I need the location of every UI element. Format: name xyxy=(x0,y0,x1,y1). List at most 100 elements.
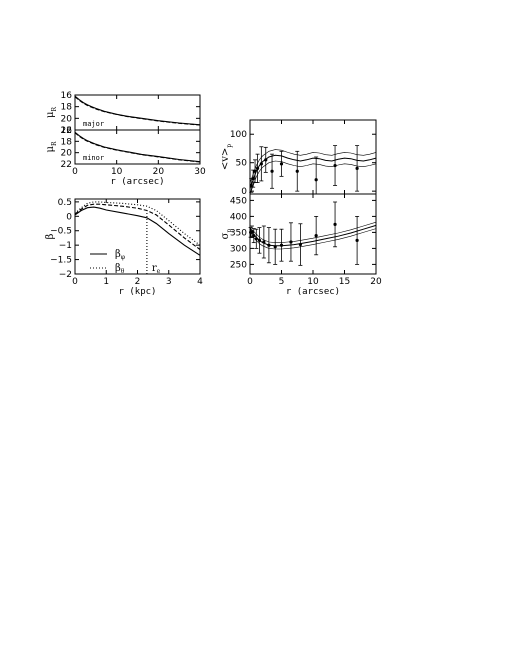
sigma_p-marker xyxy=(254,237,258,241)
mu_major-ytick-label: 16 xyxy=(61,91,73,101)
mu_minor-ytick-label: 16 xyxy=(61,126,73,136)
vp-marker xyxy=(270,169,274,173)
sigma_p-ylabel: σp xyxy=(220,229,233,240)
vp-marker xyxy=(333,163,337,168)
mu_minor-xlabel: r (arcsec) xyxy=(110,177,164,187)
sigma_p-marker xyxy=(252,234,256,238)
vp-ytick-label: 0 xyxy=(241,187,247,197)
mu_minor-ytick-label: 18 xyxy=(61,137,73,147)
beta-series-0 xyxy=(74,206,201,256)
sigma_p-xtick-label: 15 xyxy=(339,277,350,287)
mu_minor-ytick-label: 22 xyxy=(61,160,72,170)
beta-ytick-label: 0 xyxy=(66,212,72,222)
sigma_p-marker xyxy=(250,230,254,234)
sigma_p-point xyxy=(257,227,262,254)
sigma_p-point xyxy=(355,215,360,265)
mu_minor-panel-label: minor xyxy=(83,154,104,162)
sigma_p-point xyxy=(254,228,259,249)
beta-axes: 0 1 2 3 4 0.5 0 −0.5 −1 −1.5 −2 r (kpc) β xyxy=(45,198,203,297)
vp-ytick-label: 50 xyxy=(236,159,248,169)
sigma_p-marker xyxy=(262,240,266,244)
sigma_p-ytick-label: 450 xyxy=(230,196,247,206)
beta-xtick-label: 0 xyxy=(72,277,78,287)
mu_minor-ylabel: μR xyxy=(45,141,58,153)
mu_minor-frame xyxy=(74,129,201,165)
mu_major-ytick-label: 22 xyxy=(61,126,72,136)
sigma_p-xtick-label: 0 xyxy=(247,277,253,287)
vp-marker xyxy=(251,177,255,181)
vp-point xyxy=(253,159,258,184)
sigma_p-marker xyxy=(314,234,318,238)
vp-point xyxy=(279,150,284,177)
mu_minor-xtick-label: 20 xyxy=(153,167,165,177)
vp-marker xyxy=(259,162,263,166)
mu_minor-xtick-label: 0 xyxy=(72,167,78,177)
sigma_p-xtick-label: 10 xyxy=(307,277,319,287)
vp-point xyxy=(251,169,256,188)
beta-ytick-label: −2 xyxy=(59,270,72,280)
mu_minor-xtick-label: 30 xyxy=(194,167,206,177)
sigma_p-marker xyxy=(267,243,271,247)
vp-point xyxy=(255,153,260,184)
beta-frame xyxy=(74,198,201,275)
sigma_p-point xyxy=(314,215,319,256)
sigma_p-marker xyxy=(333,222,337,226)
sigma_p-marker xyxy=(279,243,284,247)
vp-point xyxy=(270,153,275,189)
beta-re-label: re xyxy=(152,263,161,275)
beta-xtick-label: 2 xyxy=(135,277,141,287)
sigma_p-point xyxy=(288,222,293,262)
beta-ylabel: β xyxy=(45,233,56,239)
vp-marker xyxy=(253,169,257,173)
sigma_p-model-lower xyxy=(249,228,377,250)
beta-ytick-label: −0.5 xyxy=(50,227,72,237)
beta-series-2 xyxy=(74,201,201,246)
sigma_p-point xyxy=(251,228,256,244)
beta-ytick-label: −1 xyxy=(59,241,72,251)
beta-xlabel: r (kpc) xyxy=(119,287,157,297)
vp-axes: 0 50 100 <v>p xyxy=(220,119,377,197)
sigma_p-xlabel: r (arcsec) xyxy=(286,287,340,297)
mu_minor-xtick-label: 10 xyxy=(111,167,123,177)
mu_minor-ytick-label: 20 xyxy=(61,149,73,159)
sigma_p-point xyxy=(266,227,271,264)
sigma_p-point xyxy=(279,228,284,262)
mu_minor-series-1 xyxy=(74,132,201,163)
vp-ylabel: <v>p xyxy=(220,144,233,170)
vp-point xyxy=(295,150,300,192)
vp-marker xyxy=(255,166,260,170)
mu_major-panel-label: major xyxy=(83,120,104,128)
mu_major-ylabel: μR xyxy=(45,107,58,119)
beta-xtick-label: 4 xyxy=(197,277,203,287)
sigma_p-ytick-label: 350 xyxy=(230,228,247,238)
sigma_p-xtick-label: 20 xyxy=(370,277,382,287)
vp-ytick-label: 100 xyxy=(230,130,247,140)
mu_major-ytick-label: 20 xyxy=(61,114,73,124)
sigma_p-ytick-label: 400 xyxy=(230,212,247,222)
vp-point xyxy=(333,145,338,186)
vp-marker xyxy=(295,169,299,173)
sigma_p-marker xyxy=(257,238,262,242)
vp-marker xyxy=(279,162,284,166)
beta-legend-label: βφ xyxy=(115,249,125,261)
sigma_p-axes: 0 5 10 15 20 250 300 350 400 450 r (arcsec) σp xyxy=(220,193,382,297)
vp-point xyxy=(259,146,264,182)
beta-ytick-label: −1.5 xyxy=(50,256,72,266)
sigma_p-model-upper xyxy=(249,221,377,243)
beta-series-1 xyxy=(74,203,201,250)
vp-point xyxy=(263,146,268,173)
vp-point xyxy=(314,156,319,195)
sigma_p-marker xyxy=(273,245,277,249)
sigma_p-point xyxy=(333,201,338,248)
sigma_p-xtick-label: 5 xyxy=(279,277,285,287)
sigma_p-marker xyxy=(355,238,359,242)
sigma_p-marker xyxy=(298,242,302,247)
sigma_p-point xyxy=(273,228,278,265)
vp-marker xyxy=(249,183,253,188)
beta-ytick-label: 0.5 xyxy=(58,198,72,208)
vp-marker xyxy=(314,178,318,182)
beta-xtick-label: 1 xyxy=(103,277,109,287)
sigma_p-point xyxy=(261,225,266,259)
